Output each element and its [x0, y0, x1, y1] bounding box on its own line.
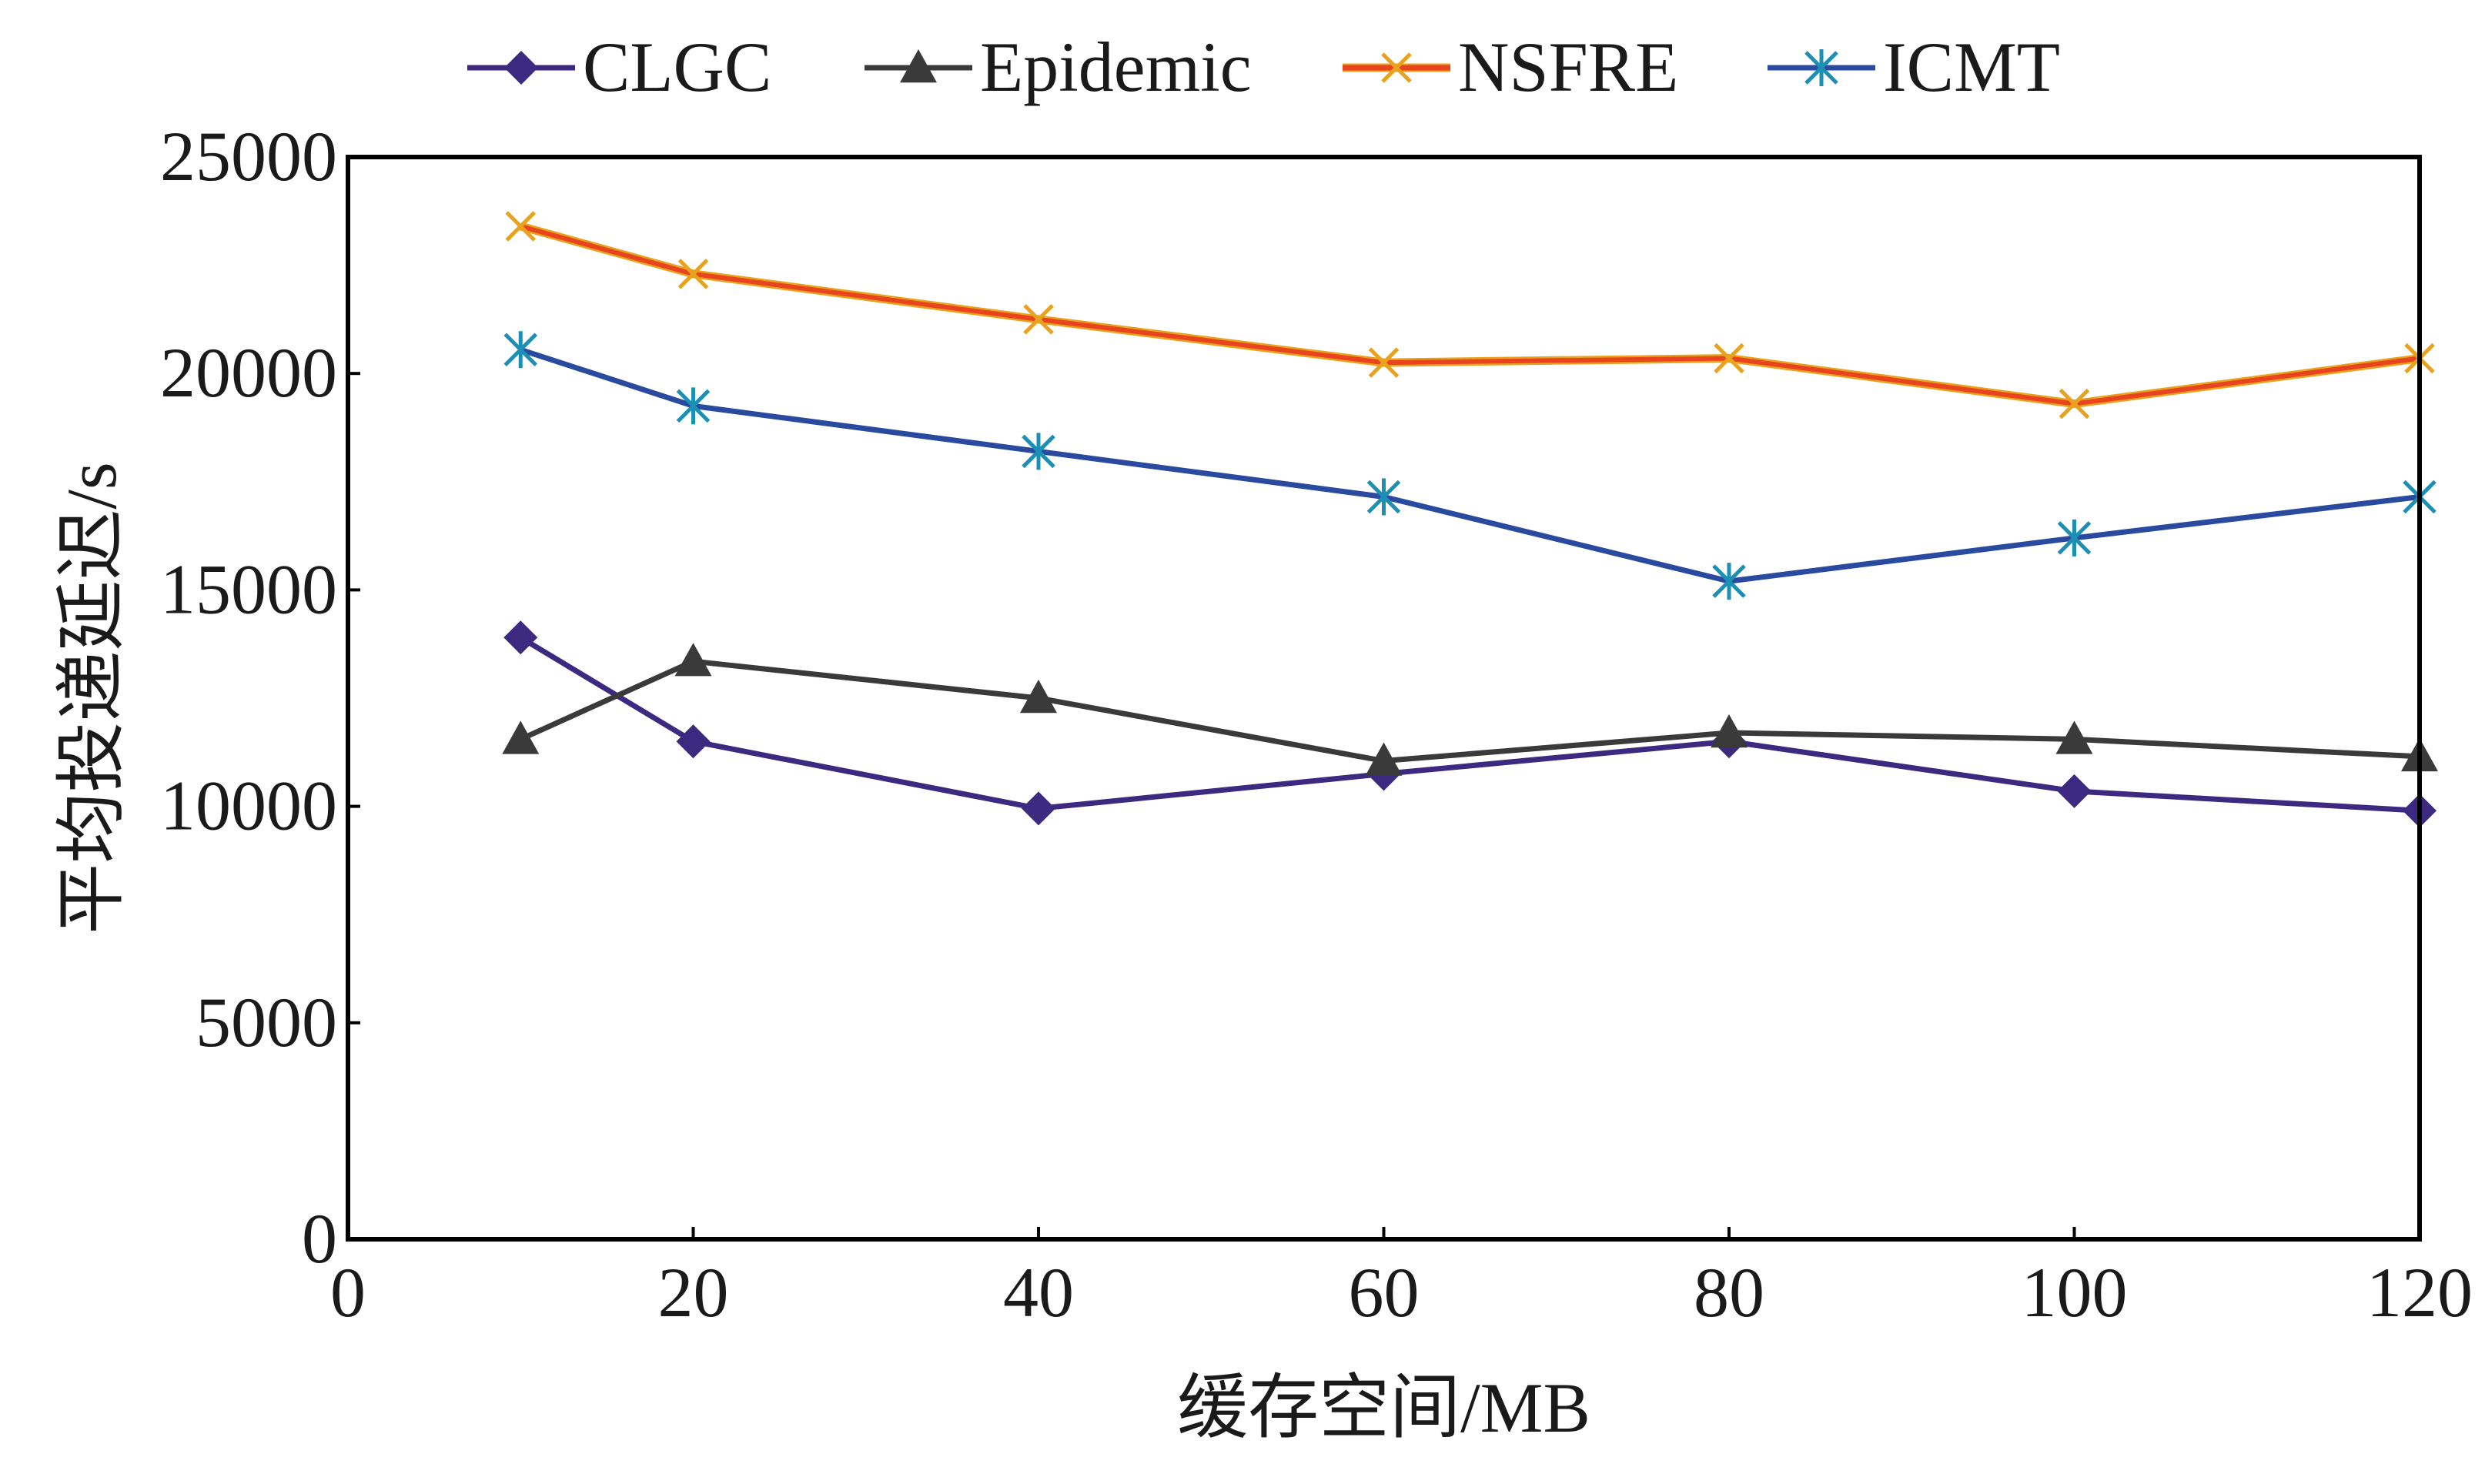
data-point: [2057, 774, 2092, 808]
data-point: [674, 643, 712, 677]
data-point: [503, 620, 538, 655]
x-tick-label: 120: [2366, 1253, 2473, 1332]
data-point: [1365, 742, 1403, 776]
plot-area-frame: [346, 155, 2422, 1242]
x-tick-label: 20: [658, 1253, 729, 1332]
data-point: [1366, 478, 1401, 516]
series-line: [520, 346, 2420, 584]
y-tick-label: 0: [302, 1199, 337, 1278]
x-axis-ticks: 0 20 40 60 80 100 120: [330, 1227, 2473, 1332]
y-tick-label: 15000: [160, 550, 337, 628]
x-tick-label: 0: [330, 1253, 366, 1332]
legend-label: Epidemic: [980, 28, 1252, 106]
legend-item-epidemic: Epidemic: [865, 28, 1252, 106]
data-point: [2057, 519, 2092, 556]
data-point: [1022, 791, 1055, 826]
data-point: [1712, 563, 1746, 600]
series-line: [520, 224, 2420, 406]
legend-marker: [1804, 49, 1838, 86]
legend: CLGC Epidemic NSFRE ICMT: [467, 28, 2060, 106]
x-tick-label: 100: [2022, 1253, 2128, 1332]
data-point: [503, 331, 538, 369]
data-point: [2055, 720, 2093, 754]
legend-label: ICMT: [1883, 28, 2060, 106]
data-point: [1023, 304, 1054, 335]
series-line: [519, 635, 2420, 814]
y-tick-label: 10000: [160, 767, 337, 845]
x-tick-label: 40: [1003, 1253, 1074, 1332]
data-point: [1714, 343, 1744, 374]
series-line-outline: [519, 222, 2420, 409]
x-tick-label: 60: [1349, 1253, 1420, 1332]
y-axis-ticks: 0 5000 10000 15000 20000 25000: [160, 117, 360, 1278]
series-epidemic: [502, 643, 2438, 776]
y-tick-label: 5000: [196, 983, 337, 1061]
series-clgc: [503, 620, 2437, 828]
x-axis-title: 缓存空间/MB: [1177, 1369, 1590, 1447]
data-point: [505, 211, 537, 242]
data-point: [1022, 433, 1055, 470]
y-axis-title: 平均投递延迟/s: [52, 462, 131, 934]
y-tick-label: 20000: [160, 333, 337, 412]
data-point: [1711, 714, 1748, 748]
legend-item-nsfre: NSFRE: [1343, 28, 1678, 106]
data-point: [1368, 347, 1400, 378]
series-layer: [502, 211, 2438, 828]
legend-marker: [1381, 52, 1412, 83]
data-point: [2059, 388, 2090, 419]
y-tick-label: 25000: [160, 117, 337, 196]
legend-item-icmt: ICMT: [1768, 28, 2060, 106]
series-icmt: [503, 331, 2437, 600]
legend-marker: [504, 51, 538, 85]
legend-label: CLGC: [583, 28, 771, 106]
series-nsfre: [505, 211, 2435, 419]
data-point: [676, 387, 711, 425]
data-point: [676, 724, 711, 759]
x-tick-label: 80: [1694, 1253, 1764, 1332]
data-point: [502, 720, 540, 754]
data-point: [1020, 680, 1057, 714]
legend-marker: [900, 49, 937, 83]
series-line: [519, 658, 2420, 764]
legend-label: NSFRE: [1458, 28, 1678, 106]
legend-item-clgc: CLGC: [467, 28, 771, 106]
data-point: [677, 259, 709, 289]
